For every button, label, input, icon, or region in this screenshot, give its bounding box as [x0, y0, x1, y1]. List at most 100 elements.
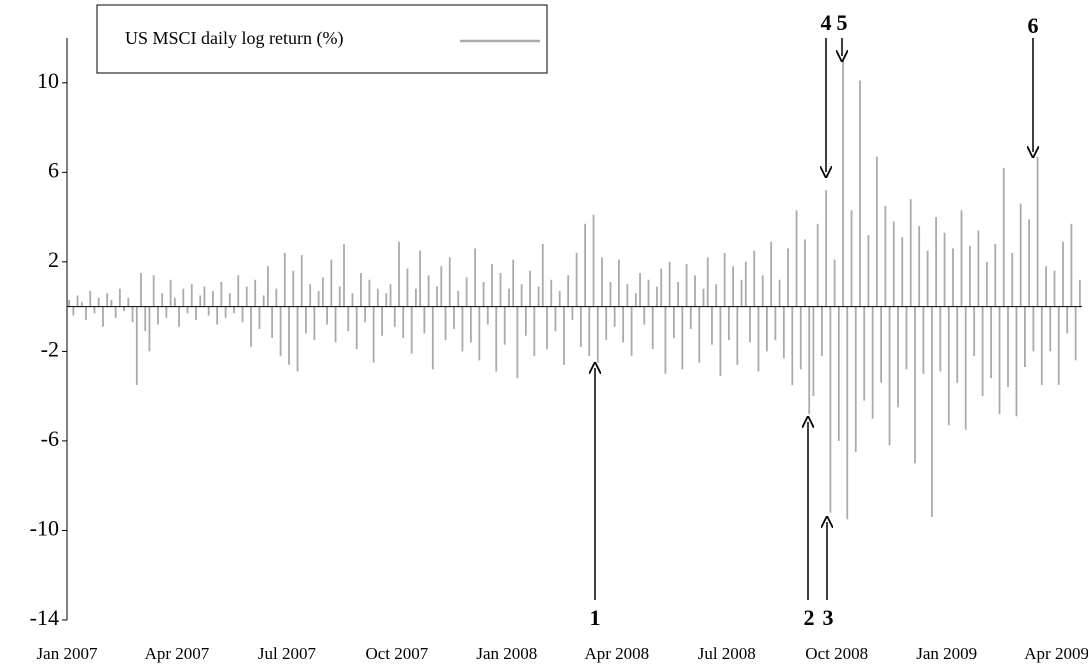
bar [613, 306, 616, 327]
bar [609, 281, 612, 307]
bars [68, 60, 1081, 520]
bar [85, 306, 87, 321]
bar [106, 293, 109, 307]
bar [799, 306, 802, 370]
bar [326, 306, 328, 325]
bar [499, 273, 502, 307]
bar [1049, 306, 1052, 352]
bar [275, 288, 278, 307]
bar [575, 252, 578, 307]
y-tick-label: -2 [41, 336, 59, 361]
bar [347, 306, 350, 332]
bar [398, 241, 400, 307]
bar [1011, 252, 1014, 307]
bar [220, 281, 223, 307]
bar [1002, 167, 1005, 307]
bar [250, 306, 252, 347]
bar [182, 288, 185, 307]
bar [892, 221, 895, 307]
bar [592, 214, 595, 307]
bar [656, 286, 658, 307]
bar [854, 306, 857, 453]
bar [859, 80, 861, 307]
bar [567, 275, 570, 307]
bar [533, 306, 536, 356]
bar [774, 306, 777, 341]
bar [871, 306, 874, 419]
y-tick-label: -6 [41, 426, 59, 451]
bar [668, 261, 671, 307]
bar [254, 279, 257, 307]
bar [406, 268, 409, 307]
bar [639, 273, 641, 307]
bar [630, 306, 633, 356]
bar [233, 306, 235, 314]
bar [529, 270, 531, 307]
bar [990, 306, 992, 379]
bar [76, 295, 79, 307]
bar [829, 306, 832, 513]
bar [1066, 306, 1069, 334]
bar [321, 277, 324, 307]
bar [782, 306, 785, 359]
bar [131, 306, 134, 323]
bar [1019, 203, 1022, 307]
bar [80, 302, 83, 307]
x-tick-label: Jan 2008 [476, 644, 537, 663]
bar [930, 306, 933, 518]
bar [601, 257, 603, 307]
annotation: 1 [590, 605, 601, 630]
bar [1078, 279, 1081, 307]
bar [140, 273, 142, 307]
bar [935, 217, 937, 307]
bar [148, 306, 151, 352]
bar [719, 306, 722, 377]
bar [918, 226, 921, 307]
bar [723, 252, 726, 307]
bar [964, 306, 967, 430]
annotation: 5 [837, 10, 848, 35]
bar [571, 306, 574, 321]
bar [672, 306, 675, 338]
bar [711, 306, 713, 345]
bar [334, 306, 337, 343]
bar [905, 306, 908, 370]
bar [338, 286, 341, 307]
bar [804, 239, 806, 307]
bar [317, 290, 320, 307]
x-tick-label: Jan 2007 [37, 644, 98, 663]
annotation-arrows [595, 38, 1033, 600]
bar [97, 297, 100, 307]
legend-label: US MSCI daily log return (%) [125, 28, 343, 49]
bar [939, 306, 942, 372]
y-tick-label: -14 [30, 605, 59, 630]
bar [1007, 306, 1009, 388]
bar [461, 306, 464, 352]
bar [300, 255, 303, 307]
bar [787, 248, 789, 307]
annotation: 4 [821, 10, 832, 35]
bar [165, 306, 168, 318]
bar [740, 279, 743, 307]
bar [423, 306, 426, 334]
bar [1062, 241, 1064, 307]
bar [503, 306, 506, 345]
bar [541, 243, 544, 307]
bar [1074, 306, 1077, 361]
bar [123, 306, 125, 312]
bar [821, 306, 823, 356]
bar [605, 306, 608, 341]
bar [309, 284, 312, 307]
bar [482, 281, 485, 307]
x-tick-label: Apr 2009 [1024, 644, 1088, 663]
bar [947, 306, 950, 426]
bar [1053, 270, 1056, 307]
bar [283, 252, 286, 307]
bar [546, 306, 548, 350]
bar [381, 306, 383, 336]
bar [554, 306, 557, 332]
bar [795, 210, 798, 307]
bar [732, 266, 734, 307]
